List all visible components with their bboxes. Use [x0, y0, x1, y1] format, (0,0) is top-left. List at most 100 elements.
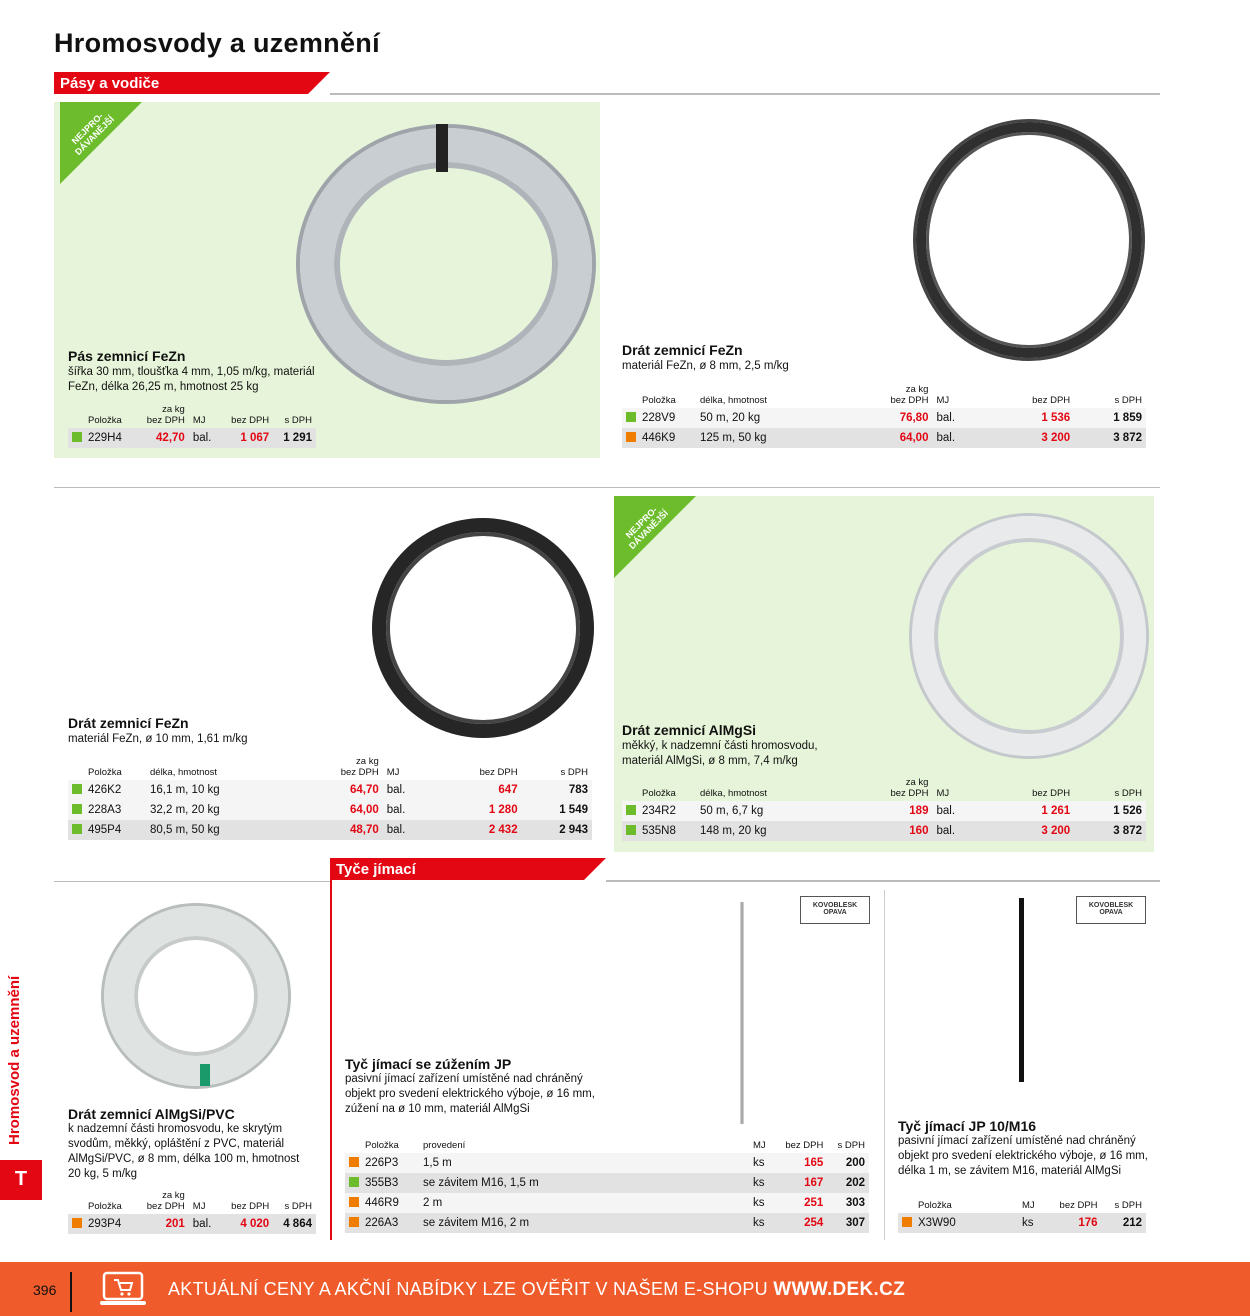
col-header: Položka [642, 395, 676, 406]
table-row: 535N8 148 m, 20 kg 160 bal. 3 200 3 872 [622, 821, 1146, 841]
table-row: 226P3 1,5 m ks 165 200 [345, 1153, 869, 1173]
product-name: Tyč jímací se zúžením JP [345, 1056, 512, 1072]
availability-square [72, 1218, 82, 1228]
sidebar-chapter-label: Hromosvod a uzemnění [6, 975, 23, 1145]
table-row: 229H4 42,70 bal. 1 067 1 291 [68, 428, 316, 448]
product-name: Tyč jímací JP 10/M16 [898, 1118, 1037, 1134]
col-header: MJ [1022, 1200, 1035, 1211]
col-header: Položka [642, 788, 676, 799]
col-header: za kg bez DPH [340, 756, 379, 778]
table-row: 234R2 50 m, 6,7 kg 189 bal. 1 261 1 526 [622, 801, 1146, 821]
availability-square [72, 432, 82, 442]
product-code: 229H4 [88, 432, 122, 444]
product-name: Drát zemnicí FeZn [68, 715, 189, 731]
table-row: 228V9 50 m, 20 kg 76,80 bal. 1 536 1 859 [622, 408, 1146, 428]
product-table: Položka za kg bez DPH MJ bez DPH s DPH 29… [68, 1190, 316, 1234]
availability-square [349, 1157, 359, 1167]
col-header: bez DPH [231, 415, 270, 426]
col-header: s DPH [837, 1140, 865, 1151]
table-row: X3W90 ks 176 212 [898, 1213, 1146, 1233]
bestseller-ribbon [614, 496, 696, 578]
col-header: MJ [936, 395, 950, 406]
table-row: 355B3 se závitem M16, 1,5 m ks 167 202 [345, 1173, 869, 1193]
product-name: Drát zemnicí FeZn [622, 342, 743, 358]
product-table: Položka provedení MJ bez DPH s DPH 226P3… [345, 1140, 869, 1233]
col-header: s DPH [1114, 395, 1142, 406]
col-header: bez DPH [1032, 788, 1071, 799]
availability-square [349, 1177, 359, 1187]
kovoblesk-logo: KOVOBLESK OPAVA [1076, 896, 1146, 924]
page-title: Hromosvody a uzemnění [54, 28, 380, 58]
product-description: pasivní jímací zařízení umístěné nad chr… [898, 1135, 1148, 1177]
section-title: Pásy a vodiče [60, 75, 160, 92]
footer-text: AKTUÁLNÍ CENY A AKČNÍ NABÍDKY LZE OVĚŘIT… [168, 1279, 768, 1299]
availability-square [72, 784, 82, 794]
col-header: Položka [88, 1201, 122, 1212]
col-header: délka, hmotnost [150, 767, 218, 778]
col-header: bez DPH [231, 1201, 270, 1212]
product-description: k nadzemní části hromosvodu, ke skrytým … [68, 1123, 300, 1180]
section-divider [54, 881, 330, 882]
col-header: bez DPH [785, 1140, 824, 1151]
kovoblesk-logo: KOVOBLESK OPAVA [800, 896, 870, 924]
col-header: bez DPH [479, 767, 518, 778]
chapter-letter-tab[interactable]: T [0, 1160, 42, 1200]
column-separator [330, 880, 332, 1240]
col-header: MJ [753, 1140, 766, 1151]
product-description: materiál FeZn, ø 10 mm, 1,61 m/kg [68, 733, 248, 745]
availability-square [626, 432, 636, 442]
product-description: materiál FeZn, ø 8 mm, 2,5 m/kg [622, 360, 789, 372]
page-number: 396 [33, 1282, 57, 1298]
col-header: za kg bez DPH [890, 384, 929, 406]
col-header: MJ [386, 767, 400, 778]
col-header: Položka [365, 1140, 399, 1151]
col-header: s DPH [1114, 1200, 1142, 1211]
section-tab-tyce: Tyče jímací [330, 858, 606, 880]
product-description: pasivní jímací zařízení umístěné nad chr… [345, 1073, 595, 1115]
row-divider [54, 487, 1160, 488]
col-header: za kg bez DPH [146, 1190, 185, 1212]
col-header: s DPH [284, 415, 312, 426]
col-header: za kg bez DPH [146, 404, 185, 426]
product-table: Položka délka, hmotnost za kg bez DPH MJ … [622, 384, 1146, 448]
col-header: Položka [918, 1200, 952, 1211]
availability-square [349, 1197, 359, 1207]
availability-square [72, 824, 82, 834]
lightning-rod-image [740, 902, 744, 1124]
product-table: Položka za kg bez DPH MJ bez DPH s DPH 22… [68, 404, 316, 448]
availability-square [626, 412, 636, 422]
eshop-link[interactable]: WWW.DEK.CZ [773, 1279, 906, 1300]
coil-tie [436, 124, 448, 172]
availability-square [626, 805, 636, 815]
table-row: 226A3 se závitem M16, 2 m ks 254 307 [345, 1213, 869, 1233]
footer-banner [0, 1262, 1250, 1316]
black-wire-coil-image [372, 518, 594, 738]
col-header: MJ [192, 1201, 206, 1212]
product-name: Pás zemnicí FeZn [68, 348, 186, 364]
product-description: měkký, k nadzemní části hromosvodu, mate… [622, 740, 818, 767]
bestseller-ribbon [60, 102, 142, 184]
product-name: Drát zemnicí AlMgSi/PVC [68, 1106, 235, 1122]
section-divider [606, 880, 1160, 882]
section-title: Tyče jímací [336, 861, 416, 878]
product-table: Položka délka, hmotnost za kg bez DPH MJ … [622, 777, 1146, 841]
col-header: MJ [936, 788, 950, 799]
col-header: s DPH [284, 1201, 312, 1212]
availability-square [72, 804, 82, 814]
product-table: Položka délka, hmotnost za kg bez DPH MJ … [68, 756, 592, 840]
product-table: Položka MJ bez DPH s DPH X3W90 ks 176 21… [898, 1200, 1146, 1233]
table-row: 495P4 80,5 m, 50 kg 48,70 bal. 2 432 2 9… [68, 820, 592, 840]
section-tab-pasy: Pásy a vodiče [54, 72, 330, 94]
section-divider [330, 93, 1160, 95]
footer-notice: AKTUÁLNÍ CENY A AKČNÍ NABÍDKY LZE OVĚŘIT… [168, 1279, 905, 1301]
col-header: Položka [88, 767, 122, 778]
black-wire-coil-image [916, 122, 1142, 358]
col-header: bez DPH [1059, 1200, 1098, 1211]
table-row: 293P4 201 bal. 4 020 4 864 [68, 1214, 316, 1234]
table-row: 446K9 125 m, 50 kg 64,00 bal. 3 200 3 87… [622, 428, 1146, 448]
col-header: Položka [88, 415, 122, 426]
col-header: s DPH [560, 767, 588, 778]
availability-square [902, 1217, 912, 1227]
col-header: délka, hmotnost [700, 395, 768, 406]
pvc-wire-coil-image [104, 906, 288, 1086]
